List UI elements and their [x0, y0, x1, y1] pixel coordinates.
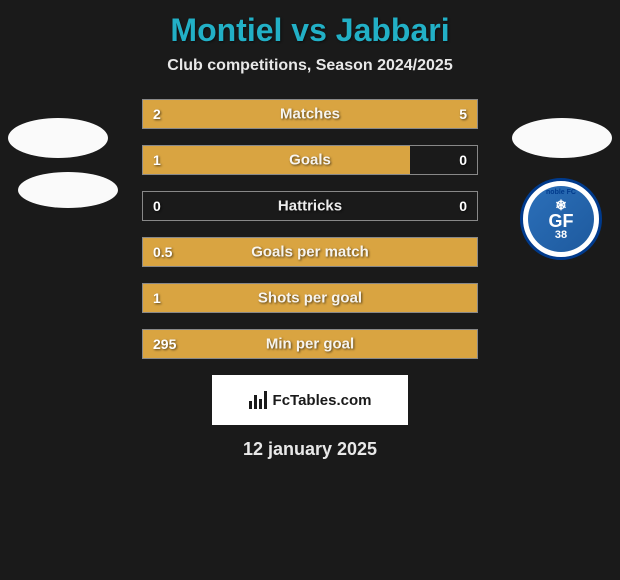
- bar-value-left: 0.5: [153, 244, 172, 260]
- bar-list: 2 5 Matches 1 0 Goals 0 0 Hattricks 0.5 Goals per …: [142, 99, 478, 359]
- bar-label: Goals per match: [251, 244, 369, 261]
- bar-label: Matches: [280, 106, 340, 123]
- bar-value-right: 0: [459, 198, 467, 214]
- bar-label: Goals: [289, 152, 331, 169]
- branding-text: FcTables.com: [273, 392, 372, 409]
- subtitle: Club competitions, Season 2024/2025: [0, 57, 620, 75]
- bar-row: 2 5 Matches: [142, 99, 478, 129]
- bar-fill-left: [143, 146, 410, 174]
- bar-value-left: 0: [153, 198, 161, 214]
- bar-value-left: 295: [153, 336, 176, 352]
- bar-label: Hattricks: [278, 198, 342, 215]
- date-label: 12 january 2025: [0, 439, 620, 460]
- bar-row: 0.5 Goals per match: [142, 237, 478, 267]
- bar-value-left: 1: [153, 152, 161, 168]
- bars-icon: [249, 391, 267, 409]
- bar-row: 1 0 Goals: [142, 145, 478, 175]
- bar-row: 0 0 Hattricks: [142, 191, 478, 221]
- bar-label: Shots per goal: [258, 290, 362, 307]
- branding-box: FcTables.com: [212, 375, 408, 425]
- bar-fill-right: [239, 100, 477, 128]
- bar-row: 295 Min per goal: [142, 329, 478, 359]
- page-title: Montiel vs Jabbari: [0, 0, 620, 49]
- bar-value-left: 1: [153, 290, 161, 306]
- bar-value-right: 0: [459, 152, 467, 168]
- chart-area: 2 5 Matches 1 0 Goals 0 0 Hattricks 0.5 Goals per …: [0, 99, 620, 359]
- bar-label: Min per goal: [266, 336, 354, 353]
- bar-value-right: 5: [459, 106, 467, 122]
- bar-row: 1 Shots per goal: [142, 283, 478, 313]
- bar-value-left: 2: [153, 106, 161, 122]
